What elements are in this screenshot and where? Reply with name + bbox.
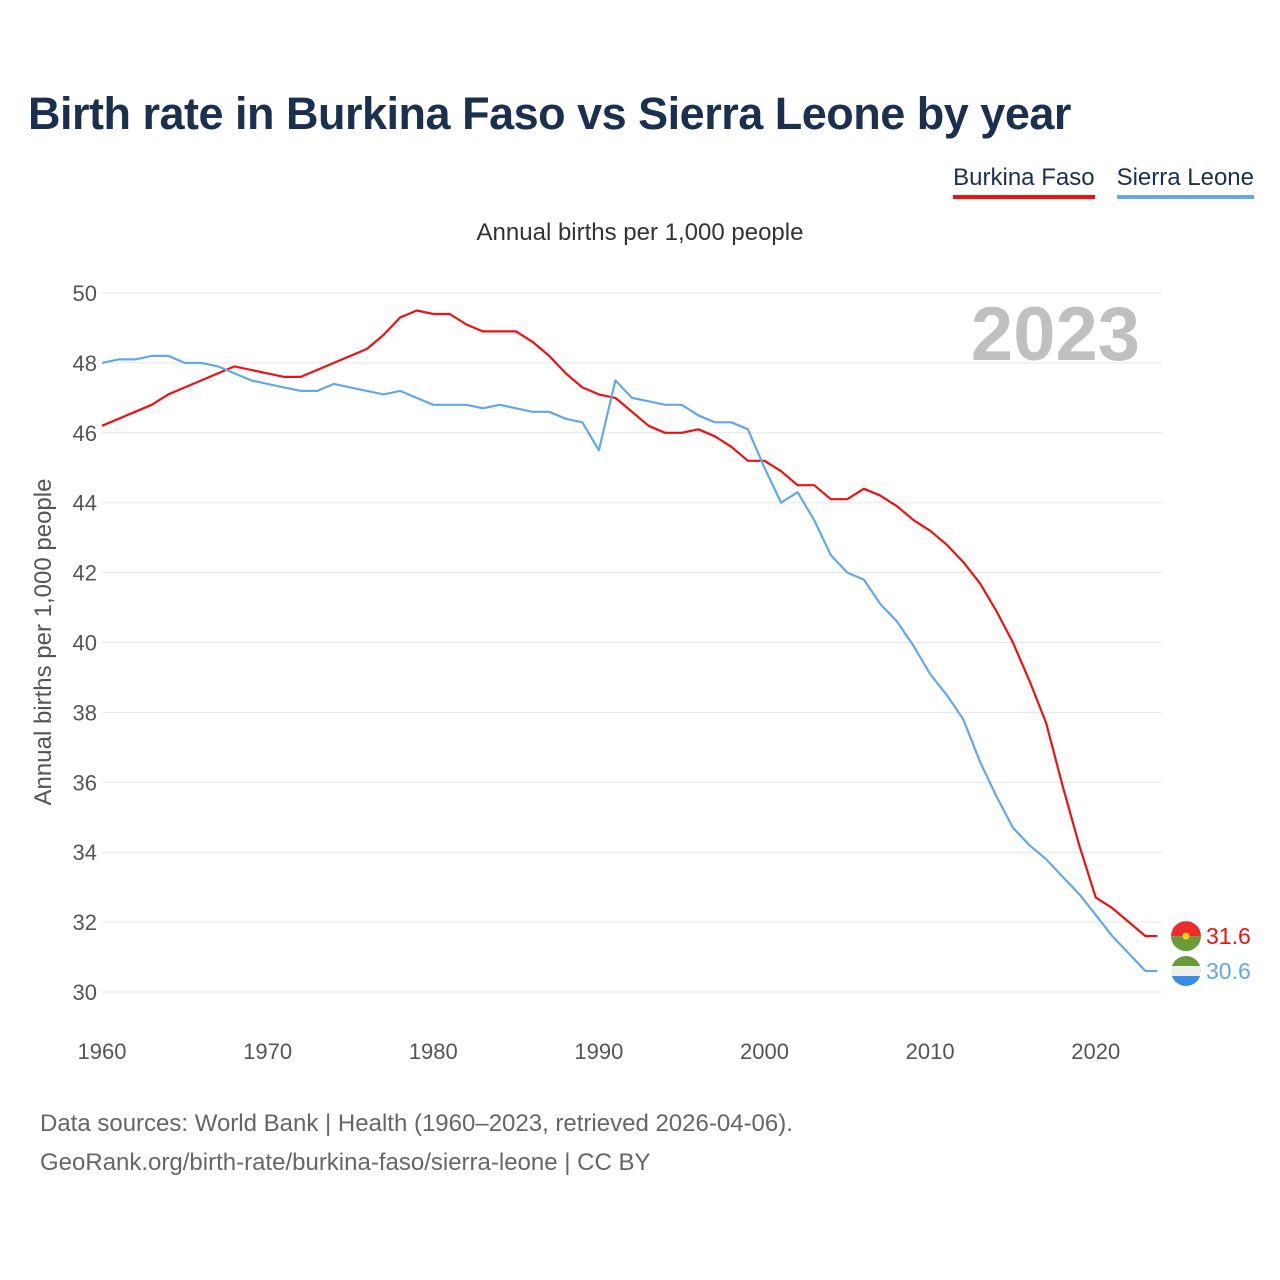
x-tick-label: 2010 (906, 1039, 955, 1064)
footer: Data sources: World Bank | Health (1960–… (40, 1104, 793, 1182)
chart-title: Birth rate in Burkina Faso vs Sierra Leo… (28, 88, 1071, 139)
y-tick-label: 44 (73, 491, 97, 516)
end-value-label-burkina-faso: 31.6 (1206, 923, 1251, 949)
x-tick-label: 1990 (574, 1039, 623, 1064)
y-axis-label: Annual births per 1,000 people (30, 479, 57, 806)
x-tick-label: 1980 (409, 1039, 458, 1064)
data-source-note: Data sources: World Bank | Health (1960–… (40, 1110, 793, 1137)
source-url: GeoRank.org/birth-rate/burkina-faso/sier… (40, 1149, 651, 1176)
y-tick-label: 30 (73, 980, 97, 1005)
y-tick-label: 46 (73, 421, 97, 446)
y-tick-label: 48 (73, 351, 97, 376)
burkina-faso-flag-icon (1171, 921, 1201, 952)
legend: Burkina Faso Sierra Leone (953, 164, 1254, 199)
sierra-leone-flag-icon (1171, 956, 1201, 987)
y-tick-label: 42 (73, 561, 97, 586)
end-value-label-sierra-leone: 30.6 (1206, 958, 1251, 984)
x-tick-label: 2020 (1071, 1039, 1120, 1064)
y-tick-label: 36 (73, 770, 97, 795)
x-tick-label: 1970 (243, 1039, 292, 1064)
x-tick-label: 1960 (78, 1039, 127, 1064)
legend-item-sierra-leone[interactable]: Sierra Leone (1116, 164, 1254, 199)
y-tick-label: 40 (73, 631, 97, 656)
chart-subtitle: Annual births per 1,000 people (477, 219, 804, 246)
y-tick-label: 50 (73, 281, 97, 306)
y-tick-label: 38 (73, 700, 97, 725)
legend-item-burkina-faso[interactable]: Burkina Faso (953, 164, 1095, 199)
y-tick-label: 32 (73, 910, 97, 935)
line-chart: 30 32 34 36 38 40 42 44 46 48 50 1960 1970 1980 1990 20… (30, 219, 1251, 1064)
year-watermark: 2023 (971, 292, 1140, 377)
y-tick-label: 34 (73, 840, 97, 865)
x-tick-label: 2000 (740, 1039, 789, 1064)
series-line-burkina-faso (101, 309, 1158, 938)
series-line-sierra-leone (101, 354, 1158, 973)
